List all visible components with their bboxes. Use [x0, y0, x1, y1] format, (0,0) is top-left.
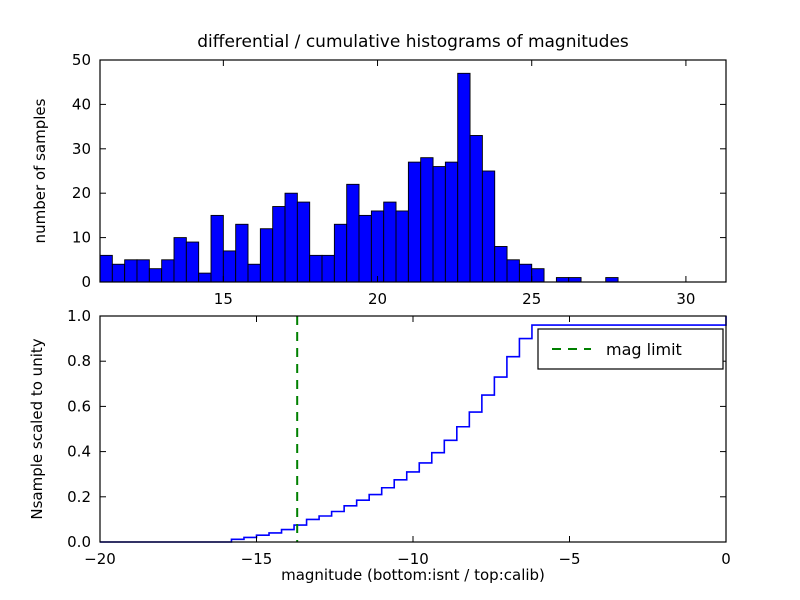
histogram-bar: [569, 278, 581, 282]
histogram-bar: [433, 167, 445, 282]
bottom-y-tick-label: 0.6: [67, 397, 91, 415]
top-x-tick-label: 20: [368, 290, 387, 308]
top-x-tick-label: 30: [676, 290, 695, 308]
histogram-bar: [223, 251, 235, 282]
histogram-bar: [211, 215, 223, 282]
histogram-bars: [100, 73, 618, 282]
bottom-y-tick-label: 0.2: [67, 488, 91, 506]
top-x-tick-label: 25: [522, 290, 541, 308]
histogram-bar: [347, 184, 359, 282]
histogram-bar: [495, 246, 507, 282]
histogram-bar: [470, 135, 482, 282]
histogram-bar: [186, 242, 198, 282]
histogram-bar: [445, 162, 457, 282]
bottom-x-tick-label: −20: [84, 550, 116, 568]
top-y-tick-label: 40: [72, 95, 91, 113]
histogram-bar: [236, 224, 248, 282]
histogram-bar: [482, 171, 494, 282]
histogram-bar: [359, 215, 371, 282]
bottom-y-tick-label: 0.8: [67, 352, 91, 370]
bottom-y-tick-label: 0.0: [67, 533, 91, 551]
bottom-x-tick-label: −15: [241, 550, 273, 568]
histogram-bar: [507, 260, 519, 282]
histogram-bar: [421, 158, 433, 282]
histogram-bar: [199, 273, 211, 282]
top-axes: differential / cumulative histograms of …: [31, 32, 726, 308]
bottom-y-tick-label: 1.0: [67, 307, 91, 325]
histogram-bar: [285, 193, 297, 282]
bottom-x-axis-label: magnitude (bottom:isnt / top:calib): [281, 566, 545, 584]
histogram-bar: [371, 211, 383, 282]
histogram-bar: [273, 207, 285, 282]
top-y-tick-label: 50: [72, 51, 91, 69]
histogram-bar: [248, 264, 260, 282]
histogram-bar: [384, 202, 396, 282]
histogram-bar: [532, 269, 544, 282]
histogram-bar: [149, 269, 161, 282]
histogram-bar: [556, 278, 568, 282]
bottom-y-axis-label: Nsample scaled to unity: [28, 338, 46, 519]
histogram-bar: [112, 264, 124, 282]
top-y-tick-label: 10: [72, 229, 91, 247]
top-y-axis-label: number of samples: [31, 98, 49, 243]
histogram-bar: [100, 255, 112, 282]
top-y-tick-label: 30: [72, 140, 91, 158]
bottom-y-tick-label: 0.4: [67, 443, 91, 461]
top-y-tick-label: 0: [81, 273, 91, 291]
histogram-bar: [519, 264, 531, 282]
histogram-bar: [162, 260, 174, 282]
histogram-bar: [310, 255, 322, 282]
histogram-bar: [125, 260, 137, 282]
histogram-bar: [458, 73, 470, 282]
histogram-bar: [334, 224, 346, 282]
histogram-bar: [408, 162, 420, 282]
legend-label-mag-limit: mag limit: [606, 340, 682, 359]
page-title: differential / cumulative histograms of …: [197, 32, 629, 52]
figure-canvas: differential / cumulative histograms of …: [0, 0, 800, 600]
bottom-axes: −20−15−10−50 0.00.20.40.60.81.0 Nsample …: [28, 307, 731, 584]
legend[interactable]: mag limit: [538, 329, 723, 369]
histogram-bar: [137, 260, 149, 282]
histogram-bar: [606, 278, 618, 282]
histogram-bar: [322, 255, 334, 282]
histogram-bar: [297, 202, 309, 282]
histogram-bar: [174, 238, 186, 282]
histogram-bar: [260, 229, 272, 282]
histogram-bar: [396, 211, 408, 282]
bottom-x-tick-label: −5: [558, 550, 580, 568]
bottom-x-tick-label: 0: [721, 550, 731, 568]
top-y-tick-label: 20: [72, 184, 91, 202]
top-x-tick-label: 15: [214, 290, 233, 308]
